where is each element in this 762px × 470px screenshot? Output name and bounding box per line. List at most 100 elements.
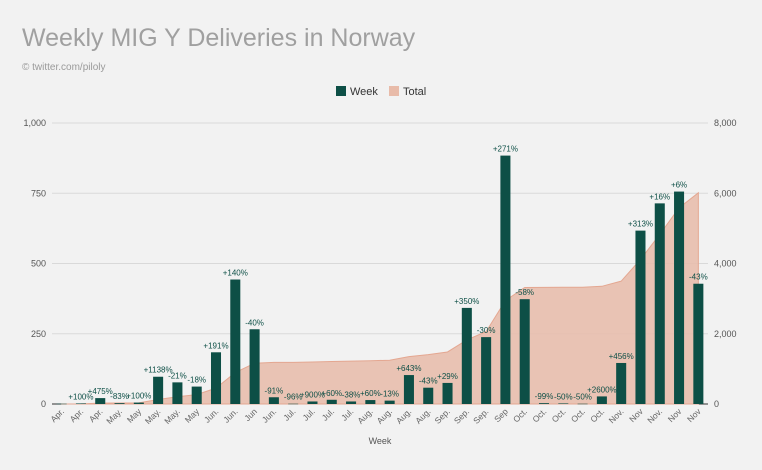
- x-tick-label: Sep: [492, 406, 510, 424]
- x-tick-label: Oct.: [588, 406, 606, 424]
- data-label: -13%: [380, 390, 399, 399]
- x-tick-label: Sep.: [432, 406, 451, 425]
- bar: [519, 299, 530, 404]
- x-tick-label: May.: [162, 406, 182, 426]
- bar: [635, 230, 646, 404]
- data-label: -91%: [265, 386, 284, 395]
- x-tick-label: Apr.: [68, 406, 86, 424]
- y2-tick-label: 4,000: [714, 259, 737, 269]
- x-tick-label: Aug.: [394, 406, 413, 425]
- chart-title: Weekly MIG Y Deliveries in Norway: [22, 24, 416, 52]
- x-tick-label: Oct.: [569, 406, 587, 424]
- x-tick-label: May: [183, 406, 202, 425]
- bar: [674, 191, 685, 404]
- x-tick-label: Apr.: [87, 406, 105, 424]
- bar: [461, 307, 472, 404]
- data-label: +643%: [396, 364, 421, 373]
- bar: [114, 403, 125, 404]
- data-label: +6%: [671, 181, 687, 190]
- x-tick-label: Oct.: [550, 406, 568, 424]
- x-tick-label: Nov.: [645, 406, 664, 425]
- data-label: +60%: [360, 389, 381, 398]
- x-tick-label: Aug.: [375, 406, 394, 425]
- y-tick-label: 1,000: [23, 118, 46, 128]
- bar: [442, 382, 453, 404]
- bar: [596, 396, 607, 404]
- data-label: +60%: [321, 389, 342, 398]
- x-tick-label: Nov: [685, 406, 703, 424]
- bar: [210, 352, 222, 404]
- data-label: -18%: [187, 376, 206, 385]
- x-tick-label: May.: [104, 406, 124, 426]
- x-tick-label: Jun: [242, 406, 259, 423]
- y-tick-label: 250: [31, 329, 46, 339]
- y2-tick-label: 2,000: [714, 329, 737, 339]
- x-tick-label: Jun.: [221, 406, 239, 424]
- bar: [75, 403, 86, 404]
- bar: [693, 283, 704, 404]
- data-label: -43%: [689, 273, 708, 282]
- data-label: -38%: [342, 390, 361, 399]
- x-tick-label: Jul.: [320, 406, 336, 422]
- data-label: +271%: [493, 145, 518, 154]
- bar: [307, 401, 318, 404]
- data-label: +140%: [223, 269, 248, 278]
- data-label: +900%: [300, 390, 325, 399]
- data-label: -43%: [419, 377, 438, 386]
- x-tick-label: Aug.: [355, 406, 374, 425]
- bar: [191, 386, 202, 404]
- y-tick-label: 0: [41, 399, 46, 409]
- bar: [153, 376, 164, 404]
- x-tick-label: Jun.: [260, 406, 278, 424]
- y-tick-label: 500: [31, 259, 46, 269]
- bar: [558, 403, 569, 404]
- bar: [172, 382, 183, 404]
- x-tick-label: May.: [143, 406, 163, 426]
- data-label: +1138%: [144, 366, 173, 375]
- data-label: -50%: [573, 393, 592, 402]
- x-tick-label: Sep.: [452, 406, 471, 425]
- bar: [423, 387, 434, 404]
- bar: [538, 403, 550, 404]
- data-label: +313%: [628, 220, 653, 229]
- y2-tick-label: 8,000: [714, 118, 737, 128]
- data-label: -83%: [110, 392, 129, 401]
- bar: [133, 402, 144, 404]
- bar: [481, 337, 492, 404]
- data-label: +100%: [126, 392, 151, 401]
- legend-label-week: Week: [350, 86, 378, 98]
- bar: [577, 403, 588, 405]
- data-label: -96%: [284, 393, 303, 402]
- y-tick-label: 750: [31, 188, 46, 198]
- bar: [403, 375, 414, 404]
- bar: [56, 403, 67, 405]
- x-tick-label: Nov: [666, 406, 684, 424]
- y2-tick-label: 0: [714, 399, 719, 409]
- x-tick-label: Nov.: [607, 406, 626, 425]
- x-axis-label: Week: [369, 436, 392, 446]
- bar: [326, 399, 337, 404]
- bar: [500, 155, 511, 404]
- y2-tick-label: 6,000: [714, 188, 737, 198]
- bar: [288, 403, 299, 405]
- data-label: +29%: [437, 372, 458, 381]
- x-tick-label: Jun.: [202, 406, 220, 424]
- data-label: -58%: [515, 288, 534, 297]
- data-label: -50%: [554, 392, 573, 401]
- bar: [654, 203, 665, 404]
- bar: [346, 401, 357, 404]
- bar: [616, 362, 627, 404]
- x-tick-label: Jul.: [339, 406, 355, 422]
- legend-swatch-total: [389, 86, 399, 96]
- data-label: -40%: [245, 318, 264, 327]
- legend-swatch-week: [336, 86, 346, 96]
- bar: [365, 400, 376, 404]
- x-tick-label: Jul.: [281, 406, 297, 422]
- data-label: +16%: [649, 192, 670, 201]
- x-tick-label: Oct.: [530, 406, 548, 424]
- x-tick-label: Apr.: [48, 406, 66, 424]
- x-tick-label: Aug.: [413, 406, 432, 425]
- data-label: -30%: [477, 326, 496, 335]
